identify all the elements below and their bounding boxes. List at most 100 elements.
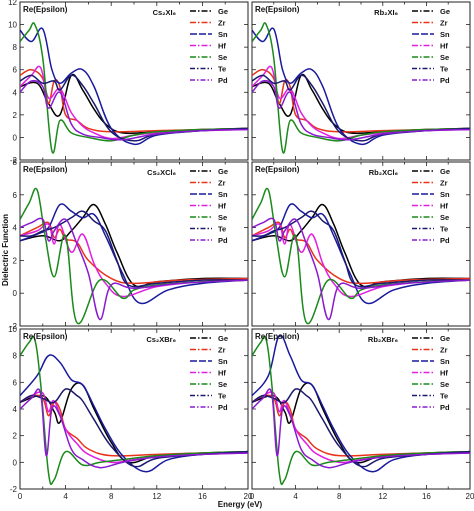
x-tick-label: 16 <box>198 492 207 501</box>
y-tick-label: -2 <box>10 322 18 331</box>
x-tick-label: 0 <box>250 492 255 501</box>
plot-frame <box>19 328 249 490</box>
series-group <box>20 187 248 325</box>
legend-label: Ge <box>440 167 450 176</box>
series-line-pd <box>252 79 470 141</box>
series-line-hf <box>252 65 470 140</box>
x-tick-label: 20 <box>244 492 253 501</box>
series-line-zr <box>252 68 470 133</box>
compound-label: Cs₂XCl₆ <box>147 168 176 177</box>
legend-label: Te <box>218 65 226 74</box>
series-group <box>20 22 248 154</box>
panel-p3: -2 0 2 4 6 8 Re(Epsilon) Cs₂XCl₆ Ge Zr Sn Hf Se Te Pd <box>10 158 249 331</box>
legend-label: Sn <box>218 30 228 39</box>
x-tick-label: 4 <box>63 492 68 501</box>
series-line-se <box>252 187 470 325</box>
y-tick-label: 0 <box>13 133 18 142</box>
series-line-sn <box>252 334 470 473</box>
x-tick-label: 16 <box>422 492 431 501</box>
series-line-sn <box>252 203 470 305</box>
series-line-pd <box>252 217 470 321</box>
series-line-zr <box>252 221 470 285</box>
legend-label: Se <box>218 380 227 389</box>
series-line-se <box>20 187 248 325</box>
y-tick-label: 8 <box>13 158 18 167</box>
legend-label: Ge <box>218 334 228 343</box>
x-tick-label: 12 <box>152 492 161 501</box>
legend-label: Te <box>440 225 448 234</box>
series-line-pd <box>20 388 248 469</box>
y-tick-label: 10 <box>8 21 17 30</box>
legend-label: Pd <box>440 403 450 412</box>
series-line-pd <box>20 217 248 321</box>
plot-frame <box>251 328 471 490</box>
series-line-sn <box>20 203 248 305</box>
panel-p6: 0 4 8 12 16 20 Re(Epsilon) Rb₂XBr₆ Ge Zr Sn Hf Se Te P… <box>250 328 474 501</box>
legend-label: Ge <box>440 334 450 343</box>
compound-label: Cs₂XI₆ <box>153 8 176 17</box>
legend-label: Hf <box>440 202 448 211</box>
series-group <box>252 187 470 325</box>
series-line-te <box>20 388 248 468</box>
x-tick-label: 12 <box>378 492 387 501</box>
series-line-sn <box>20 27 248 146</box>
legend-label: Hf <box>440 42 448 51</box>
series-line-pd <box>252 388 470 469</box>
legend-label: Hf <box>218 369 226 378</box>
y-tick-label: -2 <box>10 156 18 165</box>
series-group <box>20 335 248 486</box>
legend: Ge Zr Sn Hf Se Te Pd <box>412 334 450 412</box>
legend-label: Sn <box>440 190 450 199</box>
compound-label: Rb₂XCl₆ <box>369 168 398 177</box>
series-line-se <box>20 22 248 154</box>
y-tick-label: 6 <box>13 191 18 200</box>
panel-p1: -2 0 2 4 6 8 10 12 Re(Epsilon) Cs₂XI₆ Ge Zr Sn Hf Se Te… <box>8 0 249 165</box>
legend: Ge Zr Sn Hf Se Te Pd <box>190 7 228 85</box>
series-group <box>252 334 470 486</box>
legend-label: Hf <box>218 202 226 211</box>
y-tick-label: -2 <box>10 485 18 494</box>
x-axis-label: Energy (eV) <box>218 500 263 509</box>
legend-label: Zr <box>218 346 226 355</box>
legend-label: Te <box>218 225 226 234</box>
y-tick-label: 6 <box>13 66 18 75</box>
legend-label: Zr <box>218 179 226 188</box>
legend-label: Pd <box>218 236 228 245</box>
legend-label: Te <box>218 392 226 401</box>
series-line-hf <box>20 223 248 298</box>
legend-label: Sn <box>218 357 228 366</box>
panel-title: Re(Epsilon) <box>255 332 300 341</box>
y-tick-label: 4 <box>13 224 18 233</box>
y-tick-label: 2 <box>13 432 18 441</box>
series-line-se <box>252 335 470 486</box>
y-tick-label: 8 <box>13 352 18 361</box>
x-tick-label: 4 <box>293 492 298 501</box>
series-line-sn <box>20 354 248 473</box>
legend-label: Se <box>218 53 227 62</box>
legend-label: Se <box>440 380 449 389</box>
series-line-te <box>252 388 470 468</box>
legend-label: Ge <box>218 167 228 176</box>
legend: Ge Zr Sn Hf Se Te Pd <box>412 167 450 245</box>
y-tick-label: 6 <box>13 378 18 387</box>
legend-label: Pd <box>440 236 450 245</box>
panel-title: Re(Epsilon) <box>255 165 300 174</box>
series-line-hf <box>20 65 248 140</box>
legend-label: Sn <box>440 357 450 366</box>
legend-label: Pd <box>218 76 228 85</box>
y-tick-label: 10 <box>8 325 17 334</box>
panel-title: Re(Epsilon) <box>255 5 300 14</box>
legend: Ge Zr Sn Hf Se Te Pd <box>190 334 228 412</box>
y-tick-label: 12 <box>8 0 17 7</box>
compound-label: Cs₂XBr₆ <box>146 335 176 344</box>
x-tick-label: 8 <box>109 492 114 501</box>
series-line-te <box>20 210 248 288</box>
panel-title: Re(Epsilon) <box>23 5 68 14</box>
legend-label: Pd <box>218 403 228 412</box>
y-tick-label: 2 <box>13 111 18 120</box>
series-line-zr <box>20 68 248 133</box>
compound-label: Rb₂XBr₆ <box>368 335 398 344</box>
compound-label: Rb₂XI₆ <box>374 8 398 17</box>
legend-label: Zr <box>218 19 226 28</box>
